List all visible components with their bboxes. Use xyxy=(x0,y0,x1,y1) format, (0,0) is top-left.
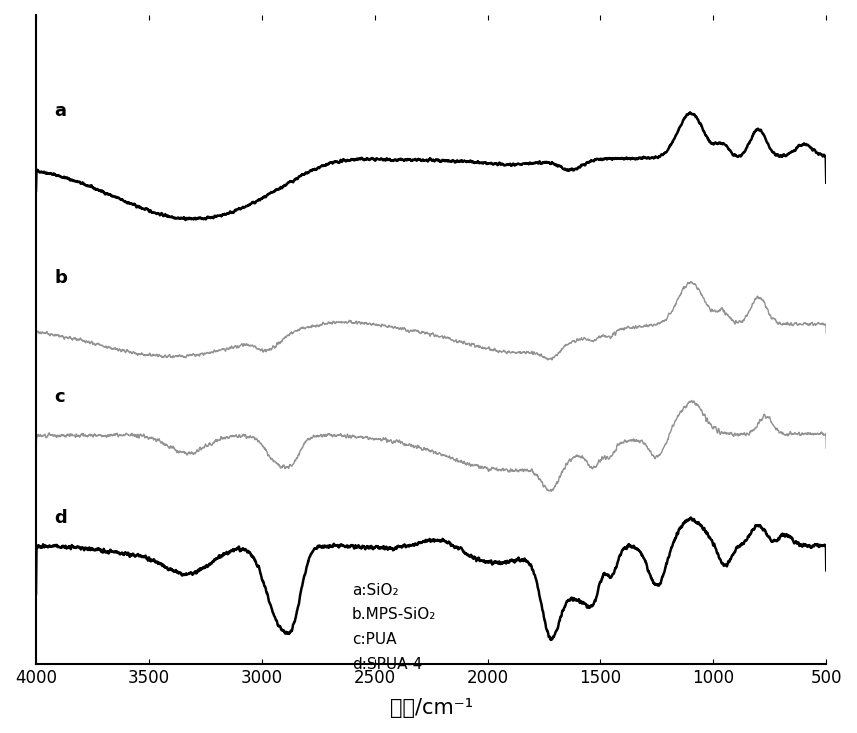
Text: a: a xyxy=(54,102,66,119)
Text: c: c xyxy=(54,388,64,406)
X-axis label: 波长/cm⁻¹: 波长/cm⁻¹ xyxy=(390,698,473,718)
Text: d: d xyxy=(54,509,67,526)
Text: a:SiO₂
b.MPS-SiO₂
c:PUA
d:SPUA-4: a:SiO₂ b.MPS-SiO₂ c:PUA d:SPUA-4 xyxy=(352,583,436,671)
Text: b: b xyxy=(54,269,67,287)
